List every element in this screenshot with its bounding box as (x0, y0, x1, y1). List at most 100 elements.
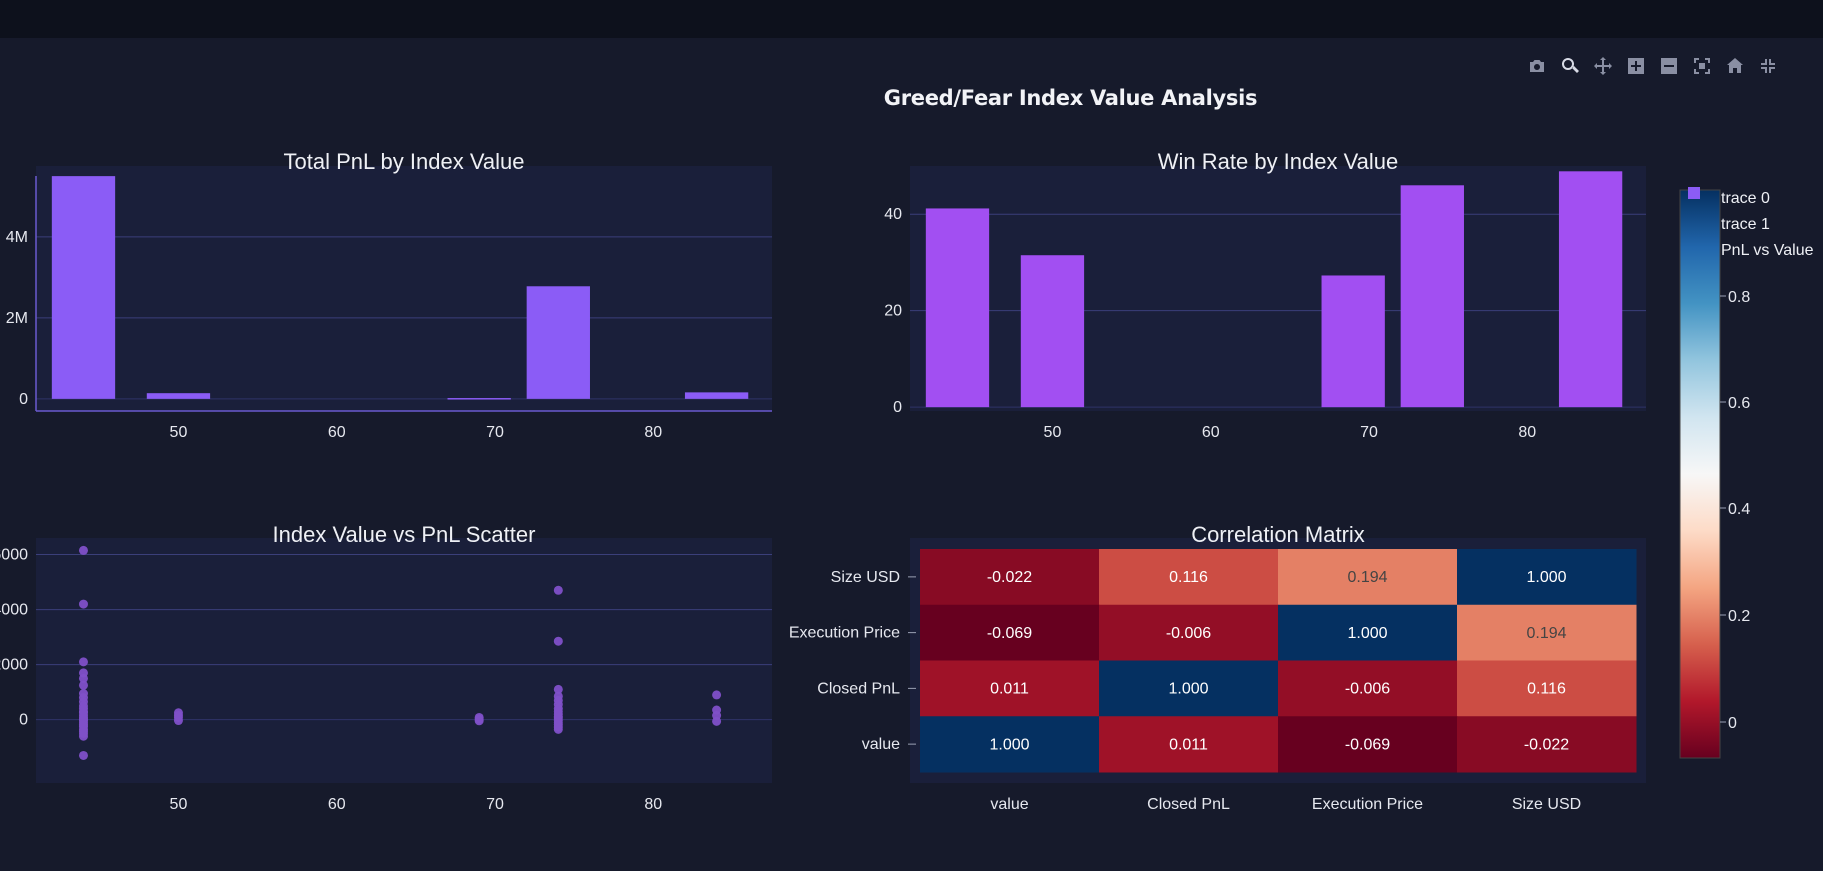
pnl-x-tick-label: 70 (486, 424, 504, 441)
winrate-bar (1321, 275, 1385, 408)
correlation-heatmap: Correlation Matrix Size USD -0.022 0.116 0.… (789, 522, 1646, 813)
heatmap-cell-label: -0.022 (1524, 736, 1569, 753)
pnl-x-tick-label: 60 (328, 424, 346, 441)
top-bar (0, 0, 1823, 38)
heatmap-row-label: value (862, 736, 900, 753)
scatter-plot-background (36, 538, 772, 783)
heatmap-cell-label: 1.000 (1168, 681, 1208, 698)
heatmap-column-label: Execution Price (1312, 796, 1423, 813)
pnl-chart-title: Total PnL by Index Value (284, 149, 525, 174)
heatmap-cell (920, 604, 1100, 661)
winrate-x-tick-label: 60 (1202, 424, 1220, 441)
scatter-point (173, 716, 183, 726)
colorbar-gradient (1679, 189, 1721, 759)
heatmap-cell-label: 1.000 (1526, 569, 1566, 586)
legend-item-trace-0[interactable]: trace 0 (1721, 190, 1770, 207)
heatmap-cell-label: 0.116 (1527, 681, 1566, 698)
heatmap-cell (1278, 549, 1458, 606)
winrate-y-tick-label: 40 (884, 206, 902, 223)
scatter-point (712, 716, 722, 726)
zoom-icon[interactable] (1553, 52, 1586, 80)
heatmap-cell (920, 660, 1100, 717)
scatter-y-tick-label: 0 (19, 712, 28, 729)
zoom-out-icon[interactable] (1652, 52, 1685, 80)
heatmap-column-label: value (990, 796, 1028, 813)
colorbar-tick-label: 0.8 (1728, 289, 1750, 306)
colorbar-tick-label: 0.4 (1728, 501, 1750, 518)
colorbar-tick-label: 0.6 (1728, 395, 1750, 412)
zoom-in-icon[interactable] (1619, 52, 1652, 80)
heatmap-cell (1099, 604, 1279, 661)
heatmap-cell-label: -0.069 (1345, 736, 1390, 753)
heatmap-cell-label: 0.194 (1347, 569, 1387, 586)
heatmap-chart-title: Correlation Matrix (1191, 522, 1365, 547)
scatter-y-tick-label: 6000 (0, 547, 28, 564)
winrate-bar (1020, 255, 1085, 408)
heatmap-cell-label: 0.011 (1169, 736, 1208, 753)
scatter-point (553, 724, 563, 734)
scatter-y-tick-label: 4000 (0, 602, 28, 619)
scatter-point (553, 684, 563, 694)
scatter-x-tick-label: 80 (644, 796, 662, 813)
pnl-y-tick-label: 4M (6, 229, 28, 246)
scatter-point (474, 716, 484, 726)
winrate-chart-title: Win Rate by Index Value (1158, 149, 1399, 174)
winrate-x-tick-label: 80 (1518, 424, 1536, 441)
scatter-point (78, 657, 88, 667)
scatter-point (553, 585, 563, 595)
pnl-x-tick-label: 50 (170, 424, 188, 441)
plot-modebar (1520, 52, 1784, 80)
camera-icon[interactable] (1520, 52, 1553, 80)
pnl-plot-background (36, 166, 772, 411)
scatter-point (78, 731, 88, 741)
scatter-point (712, 690, 722, 700)
scatter-point (78, 750, 88, 760)
heatmap-cell-label: 1.000 (989, 736, 1029, 753)
heatmap-cell-label: -0.069 (987, 625, 1032, 642)
pnl-bar (684, 392, 749, 399)
winrate-x-tick-label: 50 (1044, 424, 1062, 441)
heatmap-cell-label: 0.194 (1526, 625, 1566, 642)
pan-icon[interactable] (1586, 52, 1619, 80)
scatter-point (78, 680, 88, 690)
heatmap-row-label: Size USD (831, 569, 900, 586)
legend-item-trace-1[interactable]: trace 1 (1721, 216, 1770, 233)
pnl-bar (447, 398, 511, 400)
heatmap-cell (920, 549, 1100, 606)
scatter-point (78, 673, 88, 683)
home-icon[interactable] (1718, 52, 1751, 80)
legend-swatch-trace-0[interactable] (1688, 187, 1700, 199)
colorbar-tick-label: 0 (1728, 715, 1737, 732)
winrate-bar (925, 208, 990, 408)
colorbar-tick-label: 0.2 (1728, 608, 1750, 625)
winrate-bar (1400, 185, 1464, 408)
pnl-bar-chart: Total PnL by Index Value 0 2M 4M 50 60 70 80 (6, 149, 772, 441)
heatmap-cell-label: 0.116 (1169, 569, 1208, 586)
heatmap-cell (1457, 549, 1637, 606)
heatmap-cell (1457, 604, 1637, 661)
scatter-point (78, 599, 88, 609)
heatmap-cell (1457, 660, 1637, 717)
heatmap-cell-label: 0.011 (990, 681, 1029, 698)
heatmap-column-label: Closed PnL (1147, 796, 1230, 813)
pnl-bar (526, 286, 590, 399)
legend: trace 0 trace 1 PnL vs Value (1688, 187, 1814, 259)
winrate-bar (1558, 171, 1623, 408)
pnl-scatter-chart: Index Value vs PnL Scatter 0 2000 4000 6000… (0, 522, 772, 813)
heatmap-cell (1099, 549, 1279, 606)
scatter-x-tick-label: 50 (170, 796, 188, 813)
heatmap-cell (1278, 716, 1458, 773)
heatmap-cell (1278, 604, 1458, 661)
heatmap-cell (1457, 716, 1637, 773)
heatmap-row-label: Closed PnL (817, 680, 900, 697)
colorbar: 0 0.2 0.4 0.6 0.8 (1679, 189, 1750, 759)
autoscale-icon[interactable] (1685, 52, 1718, 80)
heatmap-cell (920, 716, 1100, 773)
pnl-x-tick-label: 80 (644, 424, 662, 441)
legend-item-pnl-vs-value[interactable]: PnL vs Value (1721, 242, 1814, 259)
heatmap-cell-label: -0.022 (987, 569, 1032, 586)
pnl-bar (51, 176, 116, 399)
scatter-point (553, 636, 563, 646)
figure-title: Greed/Fear Index Value Analysis (883, 86, 1258, 110)
